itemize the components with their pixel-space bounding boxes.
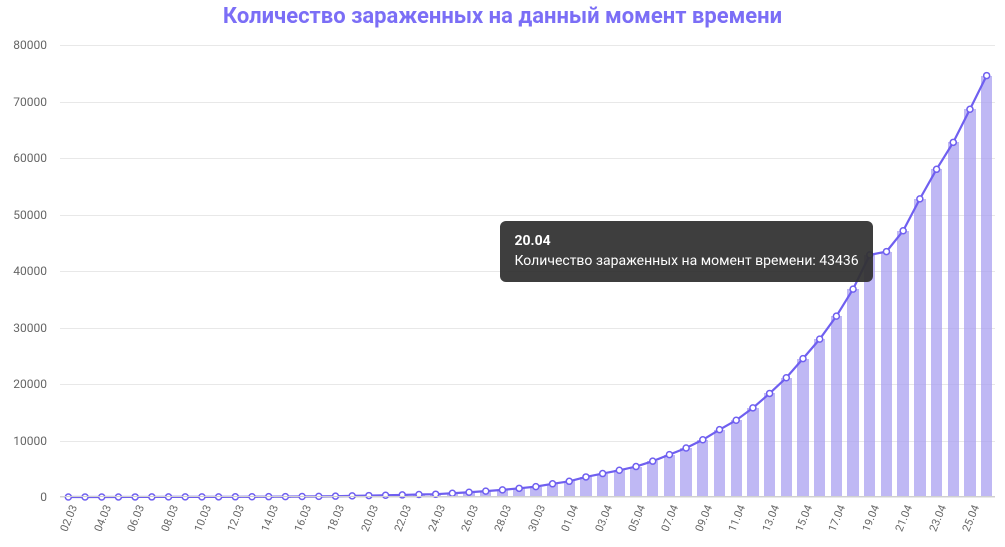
- line-marker[interactable]: [633, 464, 639, 470]
- y-tick-label: 50000: [13, 208, 47, 222]
- x-tick-label: 05.04: [626, 503, 648, 533]
- line-marker[interactable]: [666, 452, 672, 458]
- x-tick-label: 26.03: [459, 503, 481, 533]
- x-tick-label: 02.03: [58, 503, 80, 533]
- x-tick-label: 03.04: [592, 503, 614, 533]
- trend-line: [68, 76, 986, 497]
- line-marker[interactable]: [900, 228, 906, 234]
- line-marker[interactable]: [750, 405, 756, 411]
- x-tick-label: 28.03: [492, 503, 514, 533]
- line-marker[interactable]: [700, 437, 706, 443]
- line-marker[interactable]: [550, 481, 556, 487]
- x-tick-label: 14.03: [258, 503, 280, 533]
- line-marker[interactable]: [733, 417, 739, 423]
- x-tick-label: 11.04: [726, 503, 748, 533]
- line-marker[interactable]: [533, 484, 539, 490]
- line-marker[interactable]: [950, 139, 956, 145]
- x-tick-label: 13.04: [759, 503, 781, 533]
- line-marker[interactable]: [650, 458, 656, 464]
- line-marker[interactable]: [717, 427, 723, 433]
- x-tick-label: 08.03: [158, 503, 180, 533]
- x-tick-label: 10.03: [192, 503, 214, 533]
- line-marker[interactable]: [850, 286, 856, 292]
- x-tick-label: 19.04: [859, 503, 881, 533]
- x-tick-label: 16.03: [292, 503, 314, 533]
- y-axis: 0100002000030000400005000060000700008000…: [0, 45, 55, 497]
- line-marker[interactable]: [466, 489, 472, 495]
- plot-area[interactable]: 20.04 Количество зараженных на момент вр…: [60, 45, 995, 497]
- line-marker[interactable]: [833, 313, 839, 319]
- line-marker[interactable]: [583, 474, 589, 480]
- y-tick-label: 0: [40, 490, 47, 504]
- x-tick-label: 09.04: [692, 503, 714, 533]
- line-marker[interactable]: [566, 478, 572, 484]
- y-tick-label: 40000: [13, 264, 47, 278]
- x-tick-label: 20.03: [359, 503, 381, 533]
- x-baseline: [60, 496, 995, 497]
- x-axis: 02.03 04.03 06.03 08.03 10.03 12.03 14.03 16.03…: [60, 499, 995, 547]
- line-marker[interactable]: [767, 390, 773, 396]
- tooltip-prefix: Количество зараженных на момент времени:: [514, 253, 819, 269]
- line-marker[interactable]: [967, 106, 973, 112]
- x-tick-label: 15.04: [793, 503, 815, 533]
- y-tick-label: 10000: [13, 434, 47, 448]
- y-tick-label: 80000: [13, 38, 47, 52]
- line-marker[interactable]: [399, 492, 405, 498]
- line-marker[interactable]: [883, 249, 889, 255]
- line-marker[interactable]: [783, 375, 789, 381]
- tooltip-value: 43436: [819, 253, 858, 269]
- y-tick-label: 70000: [13, 95, 47, 109]
- line-marker[interactable]: [600, 471, 606, 477]
- y-tick-label: 20000: [13, 377, 47, 391]
- y-tick-label: 30000: [13, 321, 47, 335]
- x-tick-label: 24.03: [425, 503, 447, 533]
- x-tick-label: 04.03: [91, 503, 113, 533]
- x-tick-label: 21.04: [893, 503, 915, 533]
- tooltip-body: Количество зараженных на момент времени:…: [514, 251, 858, 271]
- tooltip-date: 20.04: [514, 231, 858, 251]
- line-marker[interactable]: [817, 336, 823, 342]
- x-tick-label: 25.04: [960, 503, 982, 533]
- x-tick-label: 17.04: [826, 503, 848, 533]
- x-tick-label: 01.04: [559, 503, 581, 533]
- line-marker[interactable]: [800, 356, 806, 362]
- chart-container: Количество зараженных на данный момент в…: [0, 0, 1005, 547]
- line-marker[interactable]: [616, 467, 622, 473]
- x-tick-label: 22.03: [392, 503, 414, 533]
- tooltip: 20.04 Количество зараженных на момент вр…: [500, 221, 872, 282]
- x-tick-label: 18.03: [325, 503, 347, 533]
- x-tick-label: 30.03: [525, 503, 547, 533]
- line-marker[interactable]: [483, 488, 489, 494]
- line-marker[interactable]: [516, 485, 522, 491]
- line-marker[interactable]: [683, 445, 689, 451]
- line-marker[interactable]: [984, 73, 990, 79]
- x-tick-label: 06.03: [125, 503, 147, 533]
- line-marker[interactable]: [499, 487, 505, 493]
- line-marker[interactable]: [917, 196, 923, 202]
- x-tick-label: 12.03: [225, 503, 247, 533]
- x-tick-label: 07.04: [659, 503, 681, 533]
- line-marker[interactable]: [934, 166, 940, 172]
- chart-title: Количество зараженных на данный момент в…: [0, 0, 1005, 29]
- y-tick-label: 60000: [13, 151, 47, 165]
- x-tick-label: 23.04: [926, 503, 948, 533]
